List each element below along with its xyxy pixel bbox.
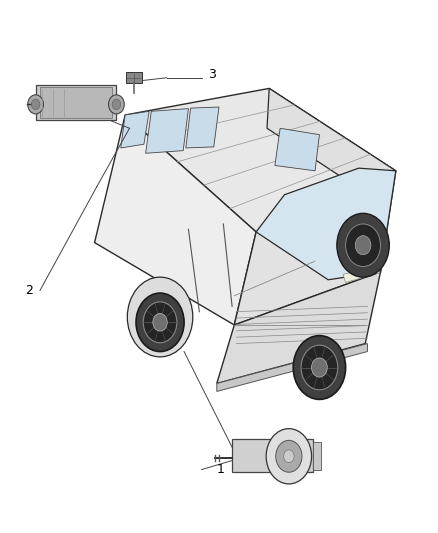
Text: 2: 2: [25, 284, 32, 297]
Circle shape: [355, 236, 371, 255]
Polygon shape: [125, 88, 396, 232]
Circle shape: [153, 313, 167, 331]
Polygon shape: [121, 111, 149, 148]
Polygon shape: [217, 344, 367, 391]
Polygon shape: [95, 115, 256, 325]
Polygon shape: [40, 87, 112, 118]
Circle shape: [109, 95, 124, 114]
Circle shape: [31, 99, 40, 110]
Circle shape: [112, 99, 121, 110]
Circle shape: [266, 429, 311, 484]
Text: 1: 1: [217, 463, 225, 476]
Polygon shape: [35, 85, 117, 120]
Circle shape: [293, 336, 346, 399]
Polygon shape: [234, 171, 396, 325]
Polygon shape: [126, 72, 142, 83]
Circle shape: [337, 213, 389, 277]
Circle shape: [284, 450, 294, 463]
Polygon shape: [343, 265, 380, 282]
Circle shape: [28, 95, 43, 114]
Circle shape: [143, 302, 177, 343]
Polygon shape: [275, 128, 319, 171]
Circle shape: [276, 440, 302, 472]
Circle shape: [311, 358, 327, 377]
Polygon shape: [267, 88, 396, 205]
Circle shape: [301, 345, 338, 390]
Polygon shape: [313, 442, 321, 470]
Polygon shape: [217, 272, 381, 383]
Circle shape: [127, 277, 193, 357]
Text: 3: 3: [208, 68, 216, 80]
Polygon shape: [256, 168, 396, 280]
Polygon shape: [186, 107, 219, 148]
Circle shape: [346, 224, 381, 266]
Polygon shape: [232, 439, 313, 472]
Circle shape: [136, 293, 184, 352]
Polygon shape: [146, 109, 188, 154]
